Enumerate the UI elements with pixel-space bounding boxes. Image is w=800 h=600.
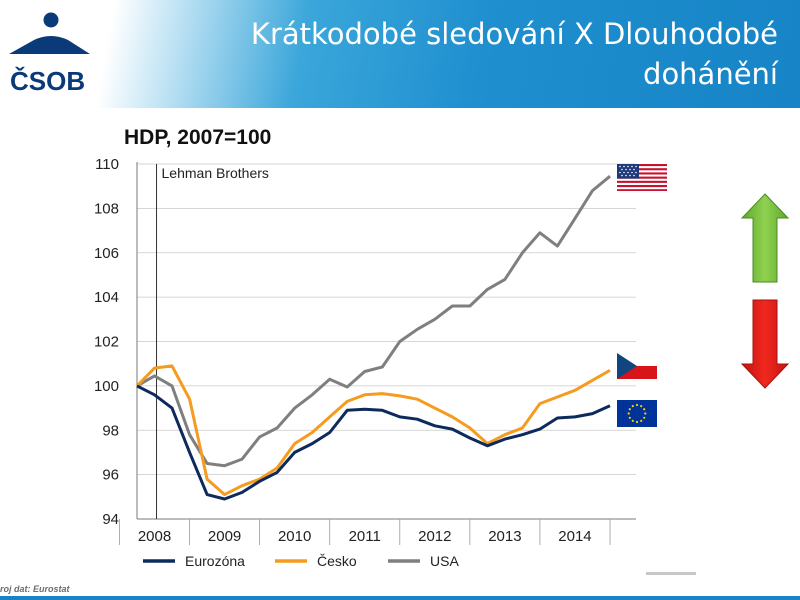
slide-title: Krátkodobé sledování X Dlouhodobé doháně… bbox=[250, 17, 778, 91]
x-tick-label: 2011 bbox=[349, 528, 381, 545]
green-up-arrow bbox=[740, 192, 790, 289]
chart-title: HDP, 2007=100 bbox=[124, 126, 272, 149]
series-line-euroz-na bbox=[136, 384, 611, 501]
x-tick-label: 2013 bbox=[488, 528, 521, 545]
fine-print-mark bbox=[646, 572, 696, 575]
czech-flag bbox=[617, 353, 657, 384]
usa-flag bbox=[617, 164, 667, 196]
y-tick-label: 94 bbox=[102, 511, 119, 528]
legend-label: USA bbox=[430, 553, 459, 569]
y-tick-label: 110 bbox=[95, 156, 119, 173]
x-tick-label: 2012 bbox=[418, 528, 451, 545]
y-tick-label: 98 bbox=[102, 422, 119, 439]
y-tick-label: 102 bbox=[94, 334, 119, 351]
logo-text: ČSOB bbox=[10, 66, 86, 96]
y-tick-label: 104 bbox=[94, 289, 119, 306]
legend-label: Eurozóna bbox=[185, 553, 245, 569]
x-tick-label: 2008 bbox=[138, 528, 171, 545]
series-line--esko bbox=[135, 364, 611, 497]
y-tick-label: 108 bbox=[94, 200, 119, 217]
x-tick-label: 2009 bbox=[208, 528, 241, 545]
x-tick-label: 2014 bbox=[558, 528, 591, 545]
header-banner: ČSOB Krátkodobé sledování X Dlouhodobé d… bbox=[0, 0, 800, 108]
y-tick-label: 106 bbox=[94, 245, 119, 262]
series-line-usa bbox=[136, 175, 611, 468]
eu-flag bbox=[617, 400, 657, 432]
y-tick-label: 96 bbox=[102, 467, 119, 484]
x-tick-label: 2010 bbox=[278, 528, 311, 545]
csob-logo-graphic bbox=[9, 12, 90, 54]
lehman-annotation-label: Lehman Brothers bbox=[162, 165, 269, 181]
legend-label: Česko bbox=[317, 553, 357, 569]
footer-bar bbox=[0, 596, 800, 600]
red-down-arrow bbox=[740, 298, 790, 395]
csob-logo: ČSOB bbox=[4, 10, 94, 96]
y-tick-label: 100 bbox=[94, 378, 119, 395]
data-source-note: roj dat: Eurostat bbox=[0, 584, 70, 594]
